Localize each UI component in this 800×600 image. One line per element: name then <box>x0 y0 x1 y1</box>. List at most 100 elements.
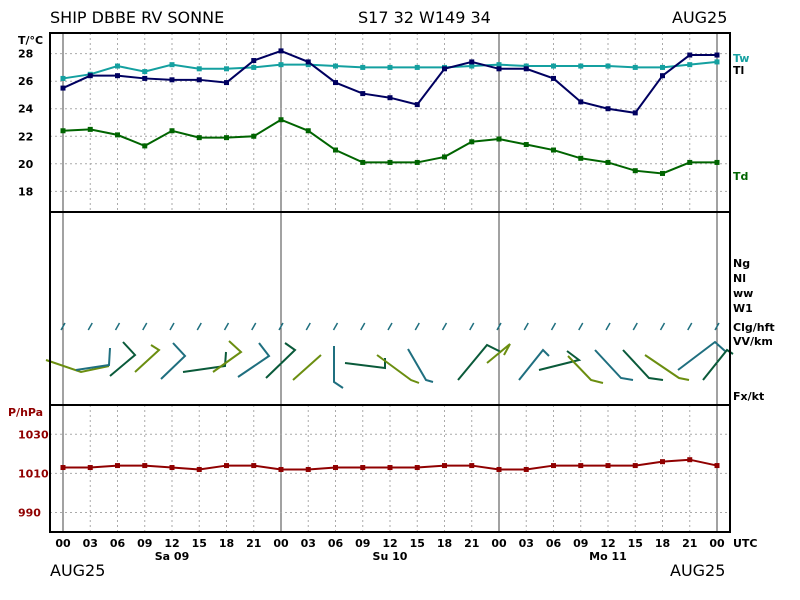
data-point-tl <box>142 75 148 81</box>
data-point-pressure <box>687 457 693 463</box>
data-point-pressure <box>60 465 66 471</box>
cloud-mark <box>632 322 638 331</box>
data-point-tw <box>278 62 284 68</box>
data-point-tl <box>87 73 93 79</box>
legend-tw: Tw <box>733 52 749 65</box>
data-point-pressure <box>714 463 720 469</box>
cloud-mark <box>251 322 257 331</box>
data-point-pressure <box>551 463 556 469</box>
data-point-tw <box>142 69 148 75</box>
data-point-tw <box>551 63 556 69</box>
day-label: Sa 09 <box>155 550 189 563</box>
x-tick-label: 18 <box>437 537 452 550</box>
wind-barb <box>622 349 664 381</box>
data-point-tw <box>687 62 693 68</box>
x-tick-label: 09 <box>355 537 370 550</box>
cloud-mark <box>332 322 339 331</box>
wind-barb <box>212 340 243 373</box>
data-point-td <box>169 128 175 134</box>
x-tick-label: 12 <box>600 537 615 550</box>
cloud-mark <box>60 322 66 331</box>
x-tick-label: 00 <box>55 537 71 550</box>
data-point-tw <box>169 62 175 68</box>
data-point-pressure <box>660 459 665 465</box>
data-point-td <box>87 126 93 132</box>
pressure-tick-label: 1030 <box>18 428 49 441</box>
temp-tick-label: 22 <box>18 130 33 143</box>
data-point-tl <box>196 77 202 83</box>
month-label-top: AUG25 <box>672 8 728 27</box>
data-point-td <box>305 128 311 134</box>
data-point-pressure <box>169 465 175 471</box>
obs-row-label-nl: Nl <box>733 272 746 285</box>
data-point-pressure <box>496 466 502 472</box>
temp-tick-label: 18 <box>18 185 33 198</box>
data-point-td <box>496 136 502 142</box>
wind-barb <box>160 342 187 380</box>
cloud-mark <box>223 322 230 331</box>
x-tick-label: 03 <box>519 537 534 550</box>
cloud-mark <box>523 322 529 331</box>
data-point-tw <box>196 66 202 72</box>
data-point-td <box>632 168 638 174</box>
data-point-tl <box>496 66 502 72</box>
data-point-pressure <box>224 463 229 469</box>
data-point-tw <box>632 64 638 70</box>
data-point-tl <box>169 77 175 83</box>
x-tick-label: 21 <box>682 537 697 550</box>
data-point-tw <box>387 64 393 70</box>
data-point-td <box>551 147 556 153</box>
wind-barb <box>644 354 690 381</box>
data-point-tw <box>224 66 229 72</box>
data-point-pressure <box>142 463 148 469</box>
obs-row-label-ng: Ng <box>733 257 750 270</box>
cloud-mark <box>87 322 93 331</box>
day-label: Mo 11 <box>589 550 627 563</box>
data-point-pressure <box>442 463 447 469</box>
data-point-pressure <box>251 463 257 469</box>
temp-tick-label: 26 <box>18 75 34 88</box>
wind-barb <box>518 348 550 381</box>
x-tick-label: 15 <box>192 537 207 550</box>
station-position: S17 32 W149 34 <box>358 8 491 27</box>
data-point-tl <box>714 52 720 58</box>
data-point-tl <box>551 75 556 81</box>
cloud-mark <box>714 322 720 331</box>
data-point-td <box>224 135 229 141</box>
data-point-pressure <box>523 466 529 472</box>
x-tick-label: 06 <box>546 537 562 550</box>
legend-td: Td <box>733 170 748 183</box>
data-point-pressure <box>360 465 366 471</box>
data-point-td <box>523 142 529 148</box>
cloud-mark <box>605 322 611 331</box>
cloud-mark <box>196 322 202 331</box>
data-point-tl <box>414 102 420 108</box>
x-tick-label: 21 <box>464 537 479 550</box>
month-label-bottom-left: AUG25 <box>50 561 106 580</box>
data-point-tl <box>632 110 638 116</box>
wind-barb <box>376 354 420 384</box>
data-point-tw <box>414 64 420 70</box>
data-point-pressure <box>305 466 311 472</box>
wind-barb <box>677 340 726 371</box>
data-point-tl <box>387 95 393 101</box>
data-point-tw <box>251 64 257 70</box>
x-tick-label: 21 <box>246 537 261 550</box>
cloud-mark <box>659 322 666 331</box>
cloud-mark <box>496 322 502 331</box>
data-point-td <box>687 159 693 165</box>
data-point-tw <box>496 62 502 68</box>
data-point-pressure <box>87 465 93 471</box>
data-point-pressure <box>387 465 393 471</box>
obs-row-label-vvkm: VV/km <box>733 335 773 348</box>
wind-barb <box>237 342 271 378</box>
data-point-pressure <box>469 463 475 469</box>
cloud-mark <box>114 322 121 331</box>
data-point-tw <box>333 63 338 69</box>
cloud-mark <box>550 322 557 331</box>
data-point-tl <box>469 59 475 65</box>
wind-barb <box>567 355 604 384</box>
wind-barb <box>538 350 582 371</box>
x-tick-label: 12 <box>164 537 179 550</box>
